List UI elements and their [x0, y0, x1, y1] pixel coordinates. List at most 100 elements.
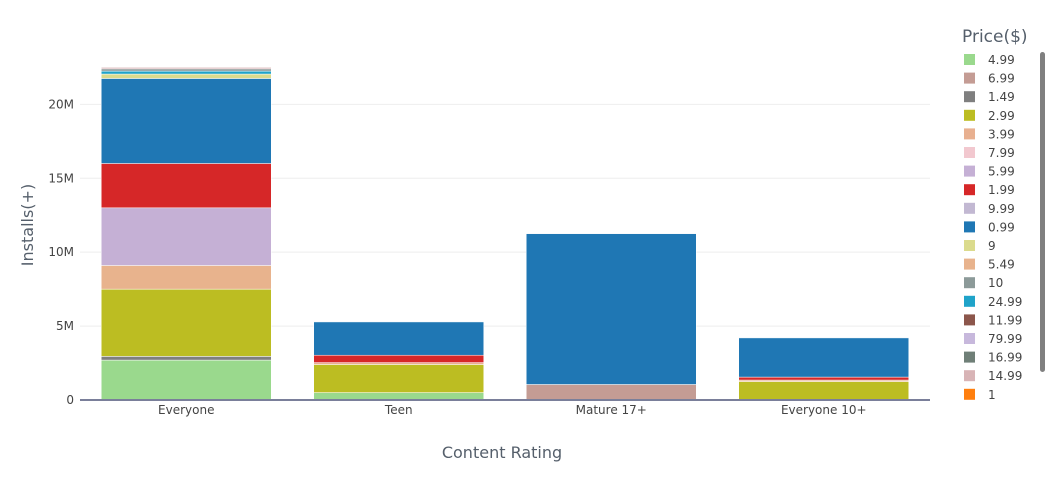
legend-swatch: [964, 277, 975, 289]
legend-swatch: [964, 165, 975, 177]
legend-swatch: [964, 128, 975, 140]
legend-item[interactable]: 1.49: [964, 90, 1015, 104]
legend-swatch: [964, 295, 975, 307]
legend-label: 7.99: [988, 146, 1015, 160]
bar-segment-9[interactable]: [101, 73, 272, 79]
legend-label: 2.99: [988, 109, 1015, 123]
legend-label: 0.99: [988, 220, 1015, 234]
legend-swatch: [964, 109, 975, 121]
legend-label: 4.99: [988, 53, 1015, 67]
x-tick-label: Teen: [384, 403, 413, 417]
legend-item[interactable]: 24.99: [964, 295, 1022, 309]
legend-item[interactable]: 79.99: [964, 332, 1022, 346]
legend-swatch: [964, 184, 975, 196]
bar-segment-5-99[interactable]: [101, 207, 272, 266]
legend-item[interactable]: 10: [964, 276, 1003, 290]
legend-swatch: [964, 91, 975, 103]
legend-item[interactable]: 14.99: [964, 369, 1022, 383]
y-tick-label: 5M: [56, 319, 74, 333]
x-axis-title: Content Rating: [442, 443, 562, 462]
legend-item[interactable]: 3.99: [964, 127, 1015, 141]
legend-swatch: [964, 240, 975, 251]
bar-segment-0-99[interactable]: [101, 78, 272, 164]
legend-label: 14.99: [988, 369, 1022, 383]
legend-item[interactable]: 11.99: [964, 313, 1022, 327]
bar-segment-1-49[interactable]: [101, 356, 272, 361]
bar-segment-1-99[interactable]: [101, 163, 272, 209]
bar-segment-0-99[interactable]: [738, 337, 909, 378]
legend-label: 5.99: [988, 165, 1015, 179]
bar-segment-2-99[interactable]: [738, 381, 909, 401]
legend-item[interactable]: 5.49: [964, 258, 1015, 272]
bar-stack-everyone: [101, 67, 272, 401]
y-tick-label: 15M: [48, 171, 74, 185]
bar-segment-4-99[interactable]: [313, 392, 484, 401]
legend-item[interactable]: 4.99: [964, 53, 1015, 67]
legend-item[interactable]: 6.99: [964, 72, 1015, 86]
bar-segment-1-99[interactable]: [738, 376, 909, 381]
legend-swatch: [964, 54, 975, 65]
bar-segment-3-99[interactable]: [313, 362, 484, 365]
legend-item[interactable]: 0.99: [964, 220, 1015, 234]
legend-swatch: [964, 333, 975, 344]
legend-label: 11.99: [988, 313, 1022, 327]
legend-label: 6.99: [988, 72, 1015, 86]
legend-label: 16.99: [988, 351, 1022, 365]
legend-items: 4.99 6.99 1.49 2.99 3.99 7.99 5.99 1.99 9.99 0.99…: [964, 53, 1022, 402]
legend-swatch: [964, 221, 975, 233]
bar-segment-10[interactable]: [101, 68, 272, 72]
legend: Price($) 4.99 6.99 1.49 2.99 3.99 7.99 5.99 1.9…: [962, 27, 1045, 402]
bars: [101, 67, 909, 401]
bar-segment-24-99[interactable]: [101, 70, 272, 75]
legend-swatch: [964, 72, 975, 84]
legend-label: 1: [988, 388, 996, 402]
bar-segment-2-99[interactable]: [101, 288, 272, 357]
legend-item[interactable]: 9.99: [964, 202, 1015, 216]
bar-segment-14-99[interactable]: [101, 67, 272, 70]
bar-segment-2-99[interactable]: [313, 364, 484, 393]
x-tick-label: Everyone: [158, 403, 214, 417]
legend-label: 24.99: [988, 295, 1022, 309]
legend-label: 1.99: [988, 183, 1015, 197]
x-tick-label: Everyone 10+: [781, 403, 867, 417]
bar-stack-everyone-10-: [738, 337, 909, 401]
legend-scrollbar[interactable]: [1040, 52, 1045, 372]
x-axis-ticks: Everyone Teen Mature 17+ Everyone 10+: [158, 403, 867, 417]
legend-swatch: [964, 202, 975, 214]
legend-item[interactable]: 1.99: [964, 183, 1015, 197]
legend-label: 3.99: [988, 127, 1015, 141]
y-tick-label: 10M: [48, 245, 74, 259]
legend-label: 9.99: [988, 202, 1015, 216]
legend-item[interactable]: 16.99: [964, 351, 1022, 365]
legend-swatch: [964, 147, 975, 158]
legend-swatch: [964, 370, 975, 382]
legend-item[interactable]: 7.99: [964, 146, 1015, 160]
bar-stack-teen: [313, 321, 484, 401]
legend-item[interactable]: 9: [964, 239, 996, 253]
bar-segment-0-99[interactable]: [313, 321, 484, 356]
legend-item[interactable]: 2.99: [964, 109, 1015, 123]
legend-label: 10: [988, 276, 1003, 290]
bar-segment-6-99[interactable]: [526, 384, 697, 401]
bar-segment-3-99[interactable]: [101, 265, 272, 290]
legend-label: 1.49: [988, 90, 1015, 104]
legend-swatch: [964, 388, 975, 400]
legend-swatch: [964, 351, 975, 363]
bar-segment-0-99[interactable]: [526, 233, 697, 385]
bar-segment-1-99[interactable]: [313, 354, 484, 363]
y-axis-title: Installs(+): [18, 184, 37, 266]
x-tick-label: Mature 17+: [576, 403, 647, 417]
legend-label: 79.99: [988, 332, 1022, 346]
legend-title: Price($): [962, 27, 1028, 47]
legend-label: 5.49: [988, 258, 1015, 272]
legend-label: 9: [988, 239, 996, 253]
y-tick-label: 20M: [48, 97, 74, 111]
bar-stack-mature-17-: [526, 233, 697, 401]
legend-item[interactable]: 5.99: [964, 165, 1015, 179]
bar-segment-4-99[interactable]: [101, 359, 272, 401]
legend-swatch: [964, 314, 975, 326]
y-axis-ticks: 0 5M 10M 15M 20M: [48, 97, 74, 407]
legend-swatch: [964, 258, 975, 270]
legend-item[interactable]: 1: [964, 388, 996, 402]
